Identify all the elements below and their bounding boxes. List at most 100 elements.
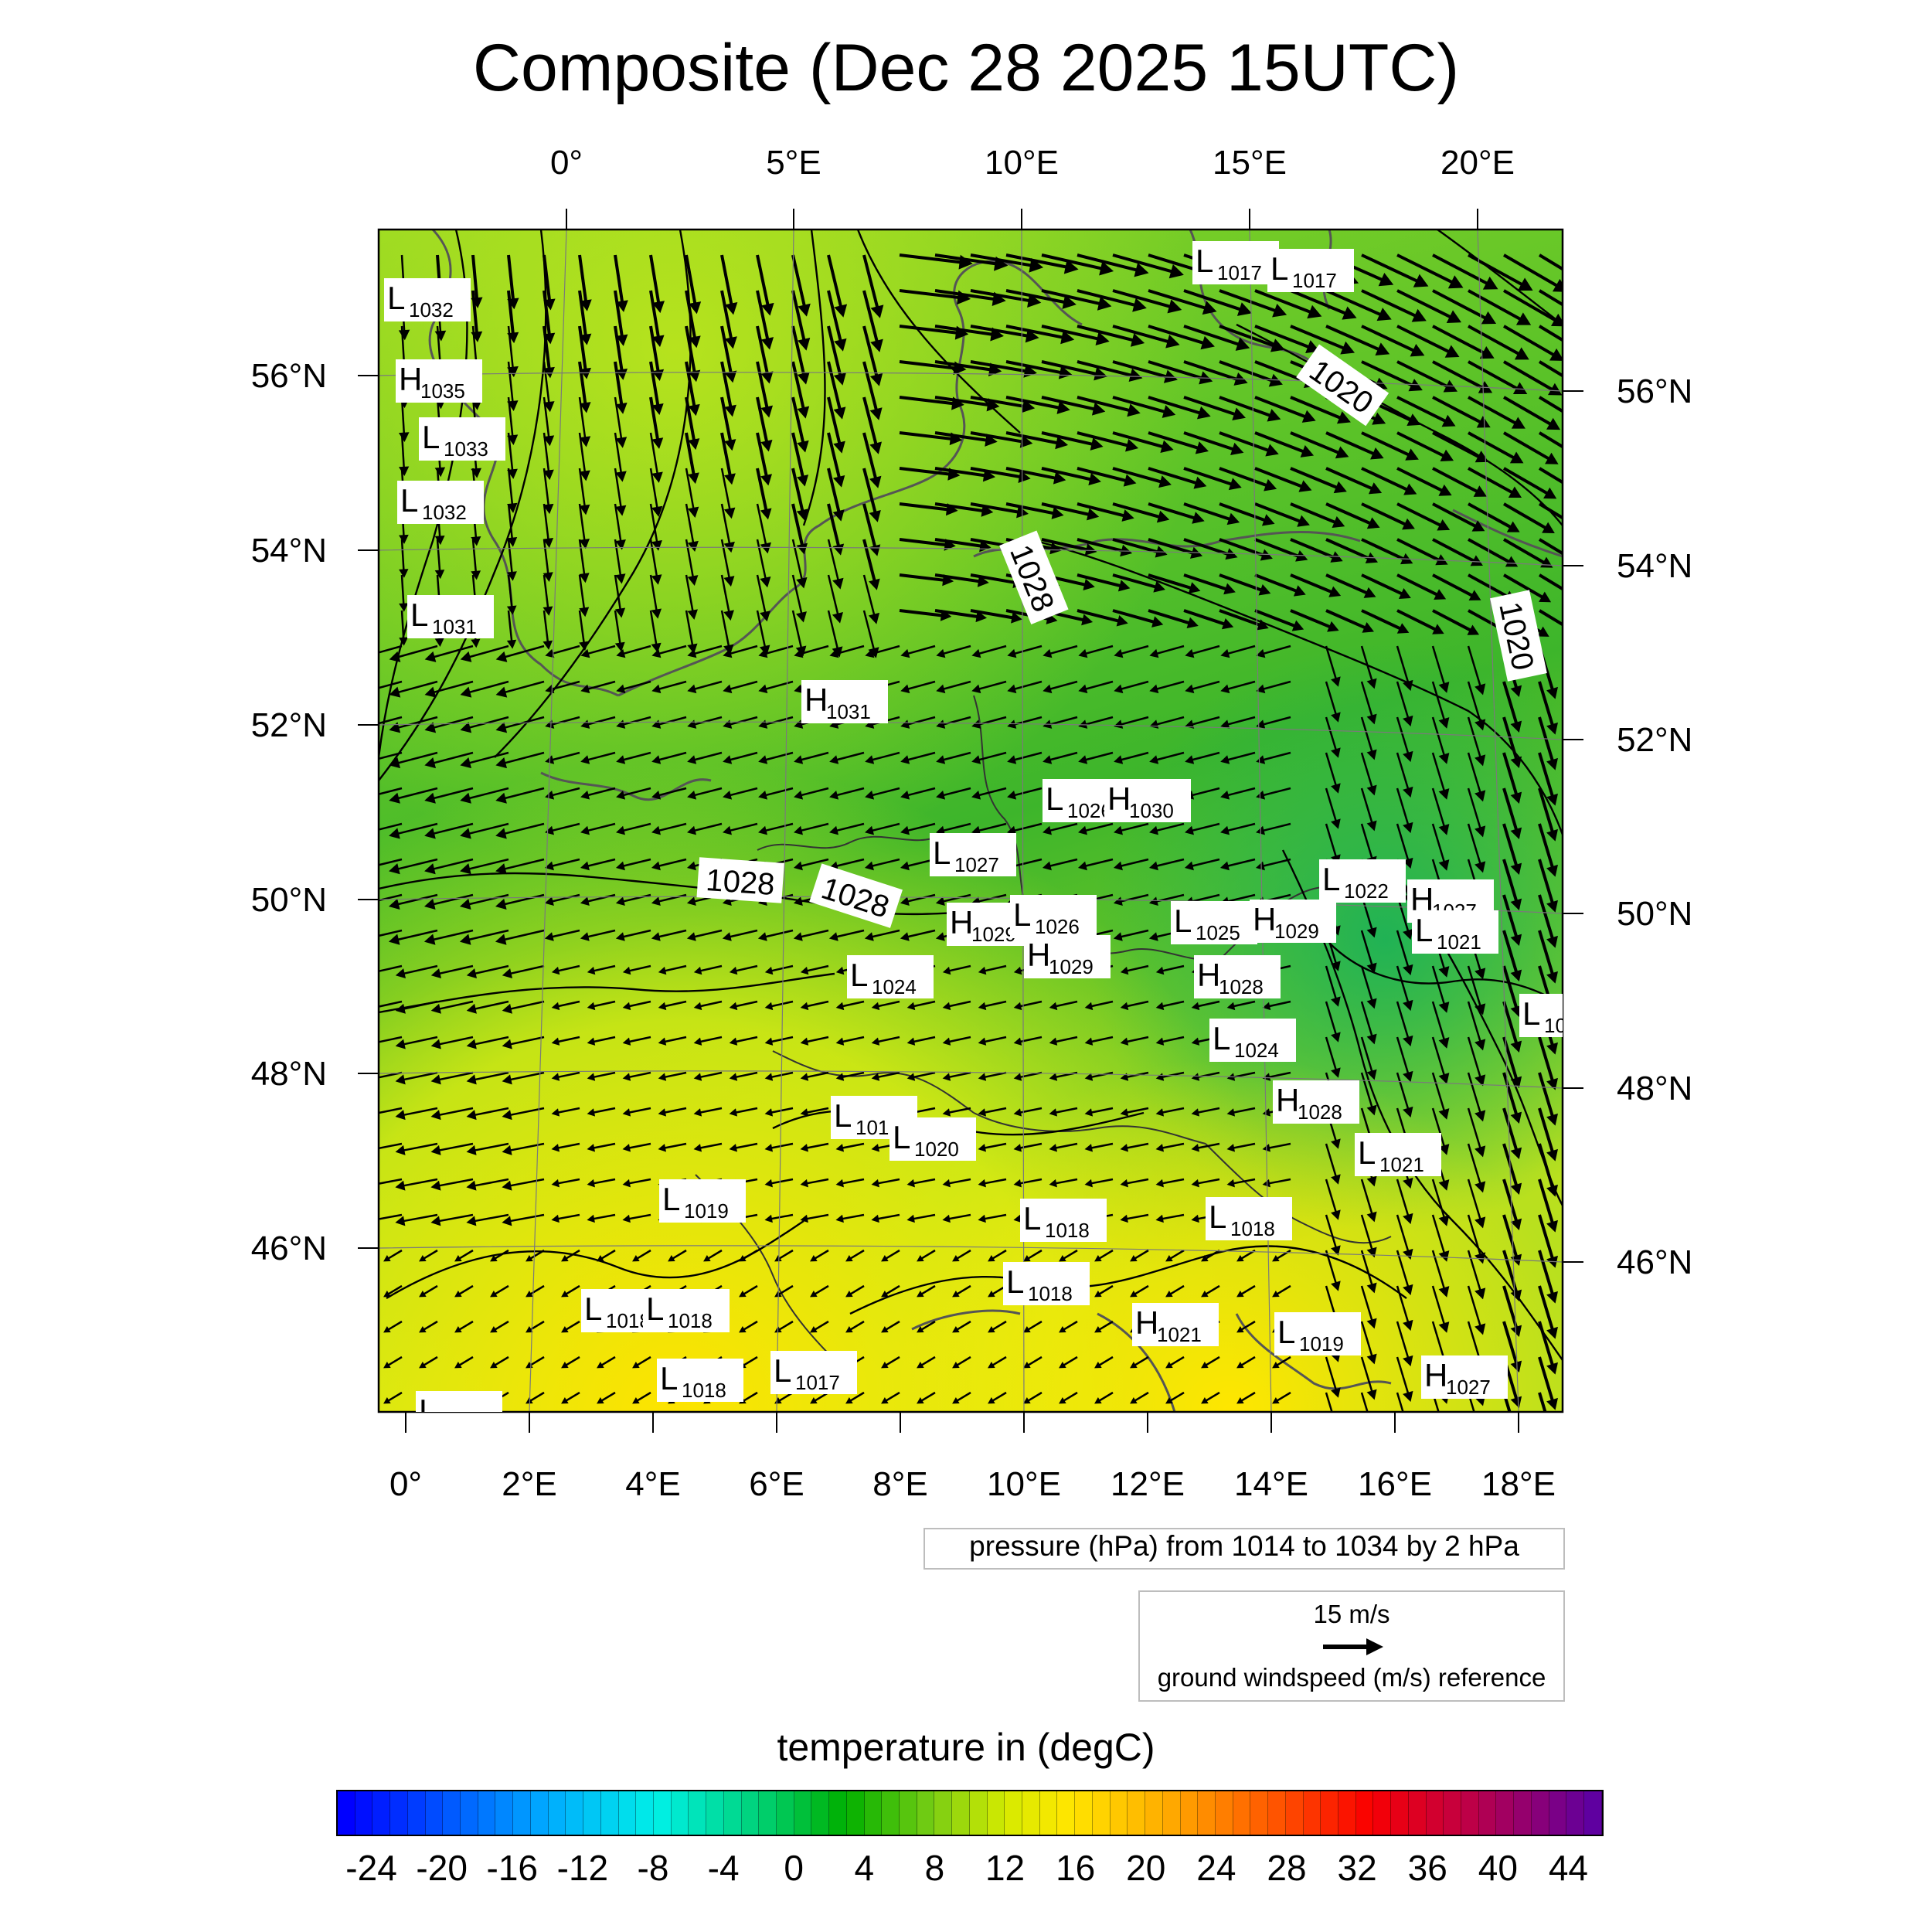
wind-arrow: [970, 467, 1020, 478]
wind-arrow: [1183, 573, 1226, 590]
wind-arrow-head: [1331, 1209, 1341, 1220]
wind-arrow: [807, 1000, 829, 1008]
pressure-center-value: 1031: [826, 700, 871, 723]
wind-arrow: [907, 822, 936, 832]
wind-arrow: [985, 1071, 1007, 1078]
wind-arrow: [469, 822, 509, 835]
wind-arrow-head: [1366, 998, 1377, 1009]
wind-arrow: [720, 290, 733, 338]
wind-arrow-head: [454, 1326, 462, 1333]
wind-arrow-head: [1438, 1002, 1450, 1013]
wind-arrow: [934, 325, 992, 336]
wind-arrow-head: [865, 648, 875, 658]
wind-arrow: [665, 964, 687, 972]
wind-arrow: [510, 964, 545, 975]
wind-arrow-head: [1149, 755, 1159, 764]
wind-arrow-head: [871, 1179, 879, 1188]
wind-arrow-head: [1475, 719, 1486, 731]
wind-arrow-head: [1113, 932, 1123, 941]
wind-arrow-head: [587, 1002, 596, 1011]
wind-arrow: [1077, 502, 1124, 518]
colorbar-tick-label: 32: [1337, 1848, 1377, 1888]
wind-arrow: [578, 432, 586, 472]
wind-arrow-head: [466, 1180, 477, 1191]
wind-arrow-head: [1125, 438, 1139, 452]
wind-arrow: [1056, 1000, 1078, 1008]
wind-arrow: [1538, 538, 1563, 556]
wind-arrow: [1467, 681, 1481, 722]
wind-arrow: [791, 468, 804, 511]
wind-arrow-head: [1114, 825, 1123, 835]
wind-arrow: [1219, 360, 1272, 383]
wind-arrow-head: [1546, 1042, 1558, 1055]
wind-arrow: [913, 1036, 936, 1043]
wind-arrow: [1396, 360, 1447, 388]
wind-arrow: [827, 503, 840, 546]
wind-arrow: [649, 468, 658, 508]
wind-arrow-head: [1438, 484, 1452, 496]
wind-arrow: [1219, 289, 1276, 312]
wind-arrow: [765, 787, 794, 797]
wind-arrow-head: [1077, 861, 1087, 871]
wind-arrow-head: [1165, 1291, 1173, 1298]
wind-arrow-head: [587, 1108, 596, 1117]
wind-arrow: [700, 964, 723, 972]
wind-arrow: [459, 1284, 474, 1295]
colorbar-swatch: [689, 1791, 707, 1835]
wind-arrow: [1127, 1178, 1149, 1185]
wind-arrow: [543, 574, 549, 607]
wind-arrow: [552, 822, 580, 832]
wind-arrow: [649, 325, 660, 371]
wind-arrow: [1502, 965, 1518, 1008]
wind-arrow: [543, 290, 551, 335]
wind-arrow: [934, 253, 996, 266]
wind-arrow-head: [1546, 935, 1558, 948]
wind-arrow-head: [1366, 1211, 1377, 1223]
wind-arrow-head: [419, 1255, 427, 1262]
wind-arrow: [439, 1142, 474, 1151]
wind-arrow: [658, 929, 687, 938]
wind-arrow-head: [1256, 648, 1266, 658]
wind-arrow-head: [1406, 413, 1421, 426]
colorbar-swatch: [1338, 1791, 1356, 1835]
colorbar-title: temperature in (degC): [777, 1726, 1155, 1769]
wind-arrow-head: [1165, 1362, 1173, 1369]
wind-arrow-head: [1510, 1218, 1522, 1231]
wind-arrow: [558, 1213, 580, 1220]
wind-arrow: [1254, 573, 1297, 593]
wind-arrow-head: [454, 1362, 462, 1369]
wind-arrow: [623, 929, 651, 938]
pressure-center-type: L: [850, 957, 868, 993]
wind-arrow-head: [543, 401, 555, 413]
wind-arrow: [658, 858, 687, 867]
wind-arrow: [736, 1071, 758, 1078]
wind-arrow: [1396, 1001, 1410, 1038]
wind-arrow-head: [1475, 683, 1486, 696]
wind-arrow: [578, 361, 587, 403]
lat-label-left: 46°N: [251, 1230, 327, 1267]
wind-arrow-head: [466, 968, 478, 979]
wind-arrow: [587, 680, 616, 690]
wind-arrow: [623, 751, 651, 761]
wind-arrow: [1432, 502, 1476, 528]
wind-arrow-head: [1331, 961, 1341, 971]
colorbar-swatch: [776, 1791, 794, 1835]
wind-arrow-head: [1546, 1397, 1558, 1410]
wind-arrow: [878, 1213, 900, 1220]
wind-arrow: [1056, 1107, 1078, 1114]
wind-arrow-head: [1078, 825, 1087, 835]
wind-arrow: [791, 325, 805, 374]
wind-arrow: [765, 929, 794, 938]
wind-arrow: [530, 1249, 545, 1260]
colorbar-swatch: [600, 1791, 619, 1835]
wind-arrow-head: [1120, 1179, 1128, 1188]
wind-arrow-head: [1191, 1214, 1199, 1223]
wind-arrow-head: [551, 1073, 560, 1081]
pressure-center-type: L: [893, 1119, 910, 1155]
wind-arrow: [510, 1071, 545, 1081]
wind-arrow-head: [1510, 862, 1522, 876]
colorbar-swatch: [1549, 1791, 1567, 1835]
lat-label-left: 48°N: [251, 1055, 327, 1093]
wind-arrow-head: [587, 1144, 596, 1152]
